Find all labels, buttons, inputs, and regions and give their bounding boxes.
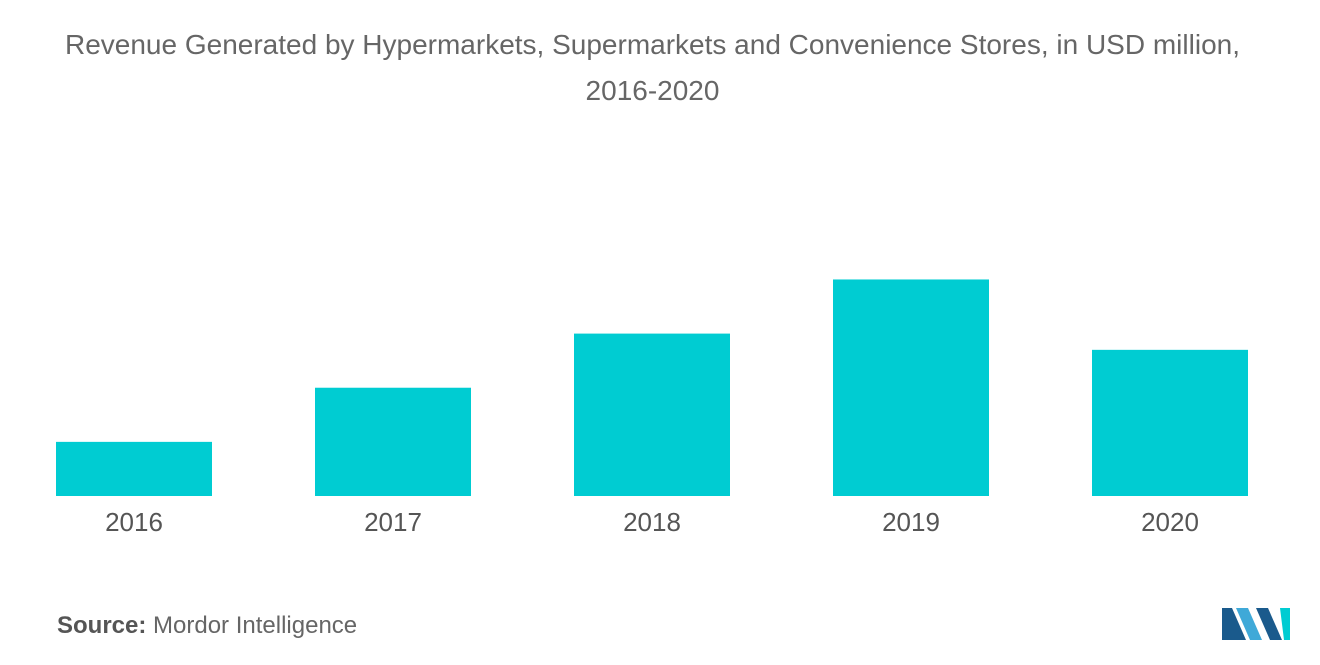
source-note: Source: Mordor Intelligence [57,612,357,640]
chart-title: Revenue Generated by Hypermarkets, Super… [64,29,1240,106]
bar-2018 [574,333,730,496]
x-tick-labels: 2016 2017 2018 2019 2020 [105,507,1199,537]
bar-2016 [56,441,212,496]
bar-2020 [1092,349,1248,496]
x-tick-label-2017: 2017 [364,507,422,537]
bar-2019 [833,279,989,496]
source-text: Mordor Intelligence [153,612,358,639]
x-tick-label-2018: 2018 [623,507,681,537]
x-tick-label-2020: 2020 [1141,507,1199,537]
mordor-intelligence-logo-icon [1222,608,1290,640]
bars-group [56,279,1248,496]
x-tick-label-2019: 2019 [882,507,940,537]
bar-2017 [315,387,471,496]
source-label: Source: [57,612,147,639]
x-tick-label-2016: 2016 [105,507,163,537]
